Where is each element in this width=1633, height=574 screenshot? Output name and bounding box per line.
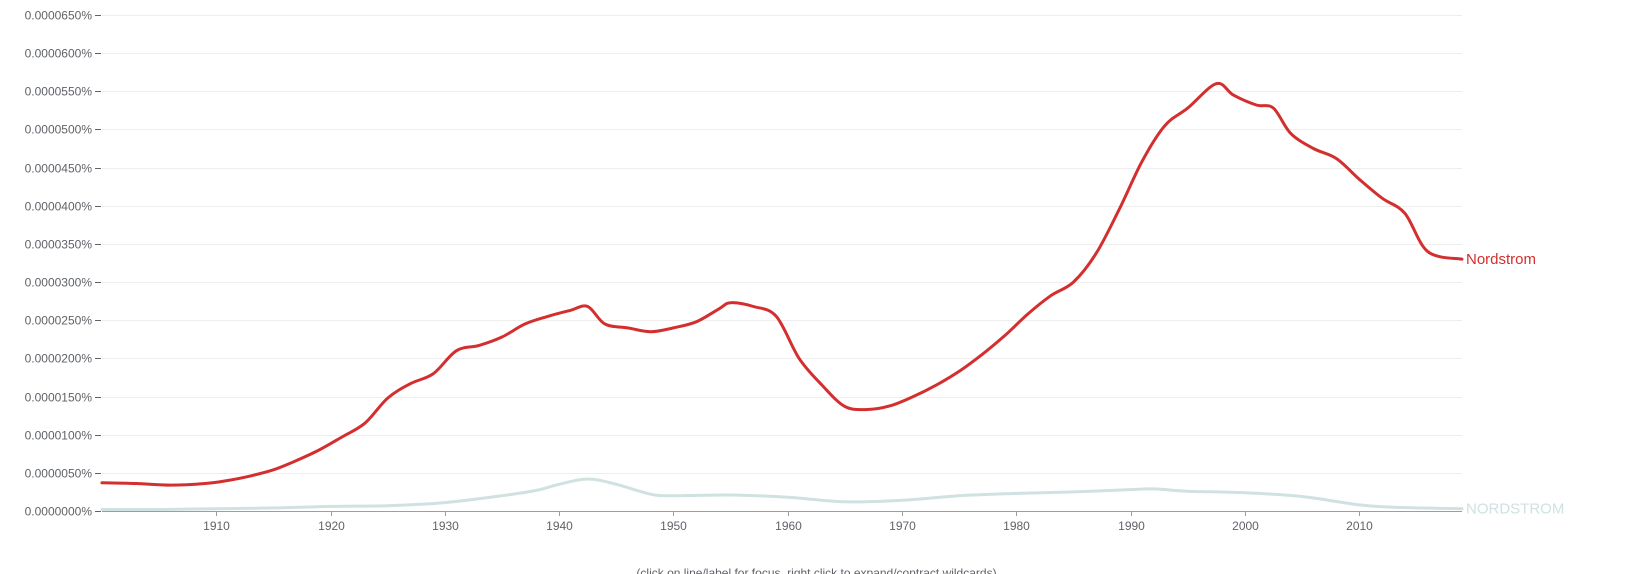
grid-lines bbox=[102, 15, 1462, 512]
series-line-nordstrom[interactable] bbox=[100, 477, 1464, 512]
x-axis: 1910 1920 1930 1940 1950 1960 1970 1980 1990 2000… bbox=[203, 511, 1373, 533]
x-tick-label: 1970 bbox=[889, 519, 916, 533]
y-tick-label: 0.0000650% bbox=[25, 9, 93, 23]
y-tick-label: 0.0000350% bbox=[25, 238, 93, 252]
y-tick-label: 0.0000400% bbox=[25, 200, 93, 214]
x-tick-label: 1910 bbox=[203, 519, 230, 533]
series-label-nordstrom[interactable]: Nordstrom bbox=[1466, 251, 1536, 268]
y-axis: 0.0000000% 0.0000050% 0.0000100% 0.0000150%… bbox=[25, 9, 101, 519]
series-line-nordstrom[interactable] bbox=[100, 81, 1464, 487]
y-tick-label: 0.0000550% bbox=[25, 85, 93, 99]
y-tick-label: 0.0000000% bbox=[25, 505, 93, 519]
series-label-nordstrom[interactable]: NORDSTROM bbox=[1466, 501, 1564, 518]
x-tick-label: 1990 bbox=[1118, 519, 1145, 533]
x-tick-label: 1940 bbox=[546, 519, 573, 533]
footer-note: (click on line/label for focus, right cl… bbox=[636, 566, 997, 574]
y-tick-label: 0.0000600% bbox=[25, 47, 93, 61]
y-tick-label: 0.0000100% bbox=[25, 429, 93, 443]
y-tick-label: 0.0000200% bbox=[25, 352, 93, 366]
y-tick-label: 0.0000150% bbox=[25, 391, 93, 405]
x-tick-label: 2000 bbox=[1232, 519, 1259, 533]
series-lines[interactable] bbox=[100, 81, 1464, 512]
y-tick-label: 0.0000300% bbox=[25, 276, 93, 290]
y-tick-label: 0.0000450% bbox=[25, 162, 93, 176]
series-labels[interactable]: NORDSTROM Nordstrom bbox=[1466, 251, 1564, 518]
x-tick-label: 1920 bbox=[318, 519, 345, 533]
y-tick-label: 0.0000050% bbox=[25, 467, 93, 481]
y-tick-label: 0.0000250% bbox=[25, 314, 93, 328]
y-tick-label: 0.0000500% bbox=[25, 123, 93, 137]
x-tick-label: 1960 bbox=[775, 519, 802, 533]
x-tick-label: 2010 bbox=[1346, 519, 1373, 533]
x-tick-label: 1950 bbox=[660, 519, 687, 533]
x-tick-label: 1980 bbox=[1003, 519, 1030, 533]
x-tick-label: 1930 bbox=[432, 519, 459, 533]
